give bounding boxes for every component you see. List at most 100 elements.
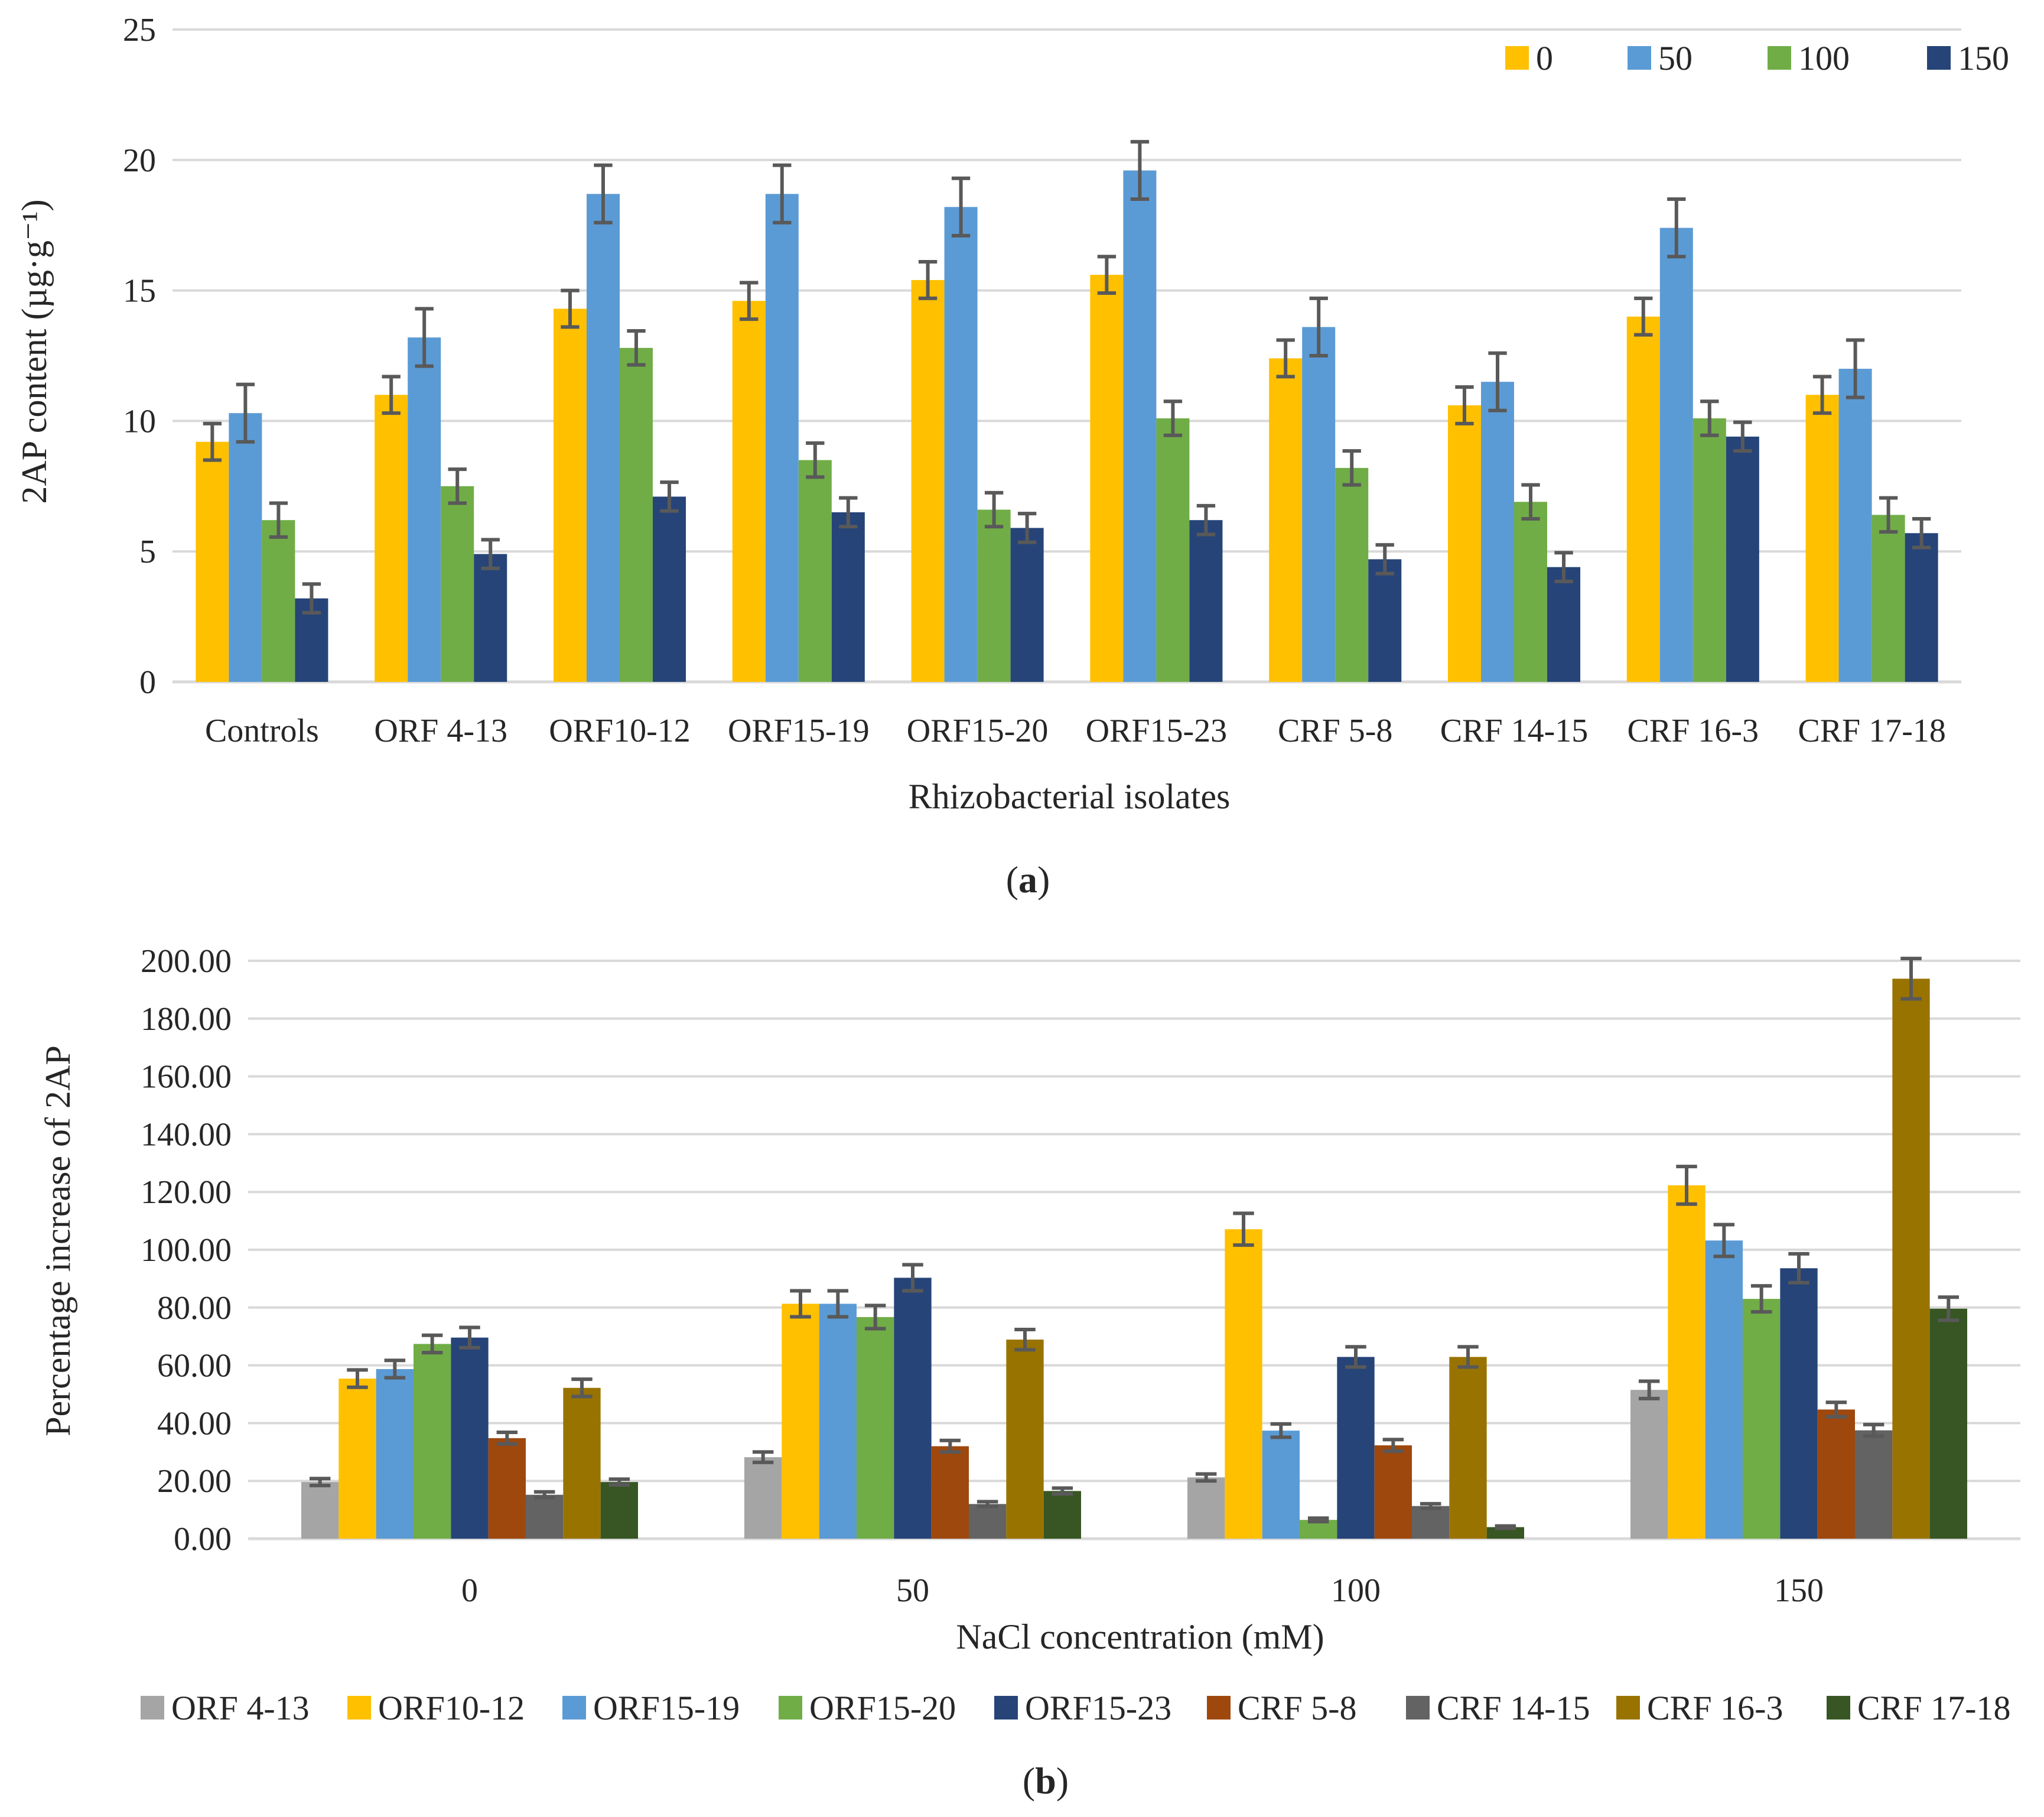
y-tick-label: 100.00: [141, 1232, 232, 1269]
error-bar: [839, 496, 858, 529]
bar-crf-16-3-50: [1006, 1340, 1044, 1539]
legend-swatch: [1505, 46, 1529, 70]
error-bar: [269, 501, 288, 539]
bar-orf10-12-50: [782, 1304, 819, 1539]
error-bar: [1812, 375, 1832, 415]
error-bars: [203, 139, 1931, 615]
bar-orf15-19-150: [1705, 1240, 1743, 1539]
legend: 0 50 100 150: [1505, 39, 2009, 77]
x-tick-label: 100: [1331, 1572, 1381, 1609]
error-bar: [1195, 1472, 1217, 1483]
bar-150-crf-16-3: [1726, 436, 1759, 682]
y-tick-labels: 0.00 20.00 40.00 60.00 80.00 100.00 120.00 140.…: [141, 943, 232, 1558]
y-tick-label: 120.00: [141, 1174, 232, 1211]
legend-item: CRF 16-3: [1616, 1689, 1783, 1727]
legend-label: ORF15-19: [593, 1689, 740, 1727]
bar-50-orf-4-13: [408, 337, 441, 682]
bar-0-crf-17-18: [1805, 395, 1839, 682]
error-bar: [984, 490, 1004, 529]
x-axis-title: NaCl concentration (mM): [956, 1617, 1324, 1656]
bar-100-orf15-20: [977, 509, 1011, 682]
legend-swatch: [1207, 1696, 1231, 1720]
error-bar: [415, 307, 434, 368]
bar-150-orf10-12: [653, 496, 686, 682]
error-bar: [939, 1438, 961, 1454]
legend-item: ORF15-23: [994, 1689, 1171, 1727]
error-bar: [1638, 1379, 1660, 1400]
bar-orf10-12-150: [1668, 1185, 1705, 1539]
error-bar: [740, 281, 759, 321]
bar-50-crf-5-8: [1302, 327, 1336, 682]
x-tick-label: CRF 14-15: [1440, 713, 1589, 749]
bar-100-orf15-23: [1156, 418, 1190, 682]
bar-0-controls: [196, 441, 229, 682]
bar-50-orf15-19: [765, 194, 799, 682]
bar-50-orf15-23: [1123, 170, 1157, 682]
y-tick-label: 40.00: [157, 1405, 232, 1442]
legend-swatch: [1616, 1696, 1640, 1720]
bar-orf-4-13-50: [744, 1457, 782, 1539]
error-bar: [951, 176, 971, 238]
y-tick-label: 80.00: [157, 1290, 232, 1327]
error-bar: [302, 582, 321, 615]
bar-50-crf-17-18: [1838, 369, 1872, 682]
bar-orf10-12-100: [1225, 1229, 1262, 1539]
bar-100-crf-14-15: [1514, 502, 1548, 682]
legend-item: CRF 14-15: [1406, 1689, 1590, 1727]
error-bar: [790, 1289, 811, 1319]
x-tick-label: CRF 16-3: [1628, 713, 1759, 749]
y-axis-title: Percentage increase of 2AP: [38, 1045, 77, 1436]
y-tick-label: 25: [123, 12, 156, 48]
bar-0-crf-16-3: [1626, 316, 1660, 682]
error-bar: [1375, 543, 1394, 576]
error-bar: [481, 538, 500, 570]
y-tick-label: 10: [123, 403, 156, 440]
panel-label-b: (b): [1023, 1760, 1069, 1802]
bar-crf-17-18-150: [1929, 1308, 1967, 1539]
error-bar: [384, 1358, 406, 1380]
error-bar: [561, 288, 580, 329]
error-bar: [1938, 1295, 1960, 1322]
legend-swatch: [1927, 46, 1951, 70]
error-bar: [1846, 338, 1865, 399]
bar-orf15-19-0: [376, 1369, 414, 1539]
error-bar: [660, 480, 679, 513]
x-tick-label: 0: [461, 1572, 478, 1609]
bar-crf-16-3-100: [1449, 1357, 1487, 1539]
y-tick-label: 180.00: [141, 1001, 232, 1038]
error-bar: [533, 1490, 555, 1500]
bar-100-crf-16-3: [1693, 418, 1726, 682]
error-bar: [1488, 351, 1507, 412]
legend-swatch: [562, 1696, 586, 1720]
y-tick-labels: 0 5 10 15 20 25: [123, 12, 156, 701]
legend-item: 150: [1927, 39, 2009, 77]
y-tick-label: 60.00: [157, 1348, 232, 1384]
error-bars: [309, 957, 1960, 1530]
error-bar: [773, 163, 792, 225]
legend-label: CRF 14-15: [1437, 1689, 1590, 1727]
bar-crf-14-15-0: [526, 1494, 564, 1539]
error-bar: [1307, 1516, 1329, 1524]
error-bar: [627, 329, 646, 367]
chart-panel-b: 0.00 20.00 40.00 60.00 80.00 100.00 120.00 140.…: [38, 943, 2020, 1802]
y-tick-label: 20.00: [157, 1463, 232, 1500]
bar-crf-14-15-150: [1855, 1430, 1893, 1539]
bar-0-orf15-19: [732, 301, 766, 682]
legend-item: 0: [1505, 39, 1553, 77]
panel-label-a: (a): [1006, 859, 1050, 901]
error-bar: [1554, 551, 1573, 583]
x-tick-label: 150: [1774, 1572, 1824, 1609]
error-bar: [1097, 255, 1117, 295]
x-tick-label: ORF10-12: [549, 713, 691, 749]
y-tick-label: 200.00: [141, 943, 232, 980]
x-tick-label: 50: [896, 1572, 929, 1609]
bar-orf15-23-150: [1780, 1268, 1818, 1539]
bar-orf-4-13-0: [301, 1482, 339, 1539]
error-bar: [236, 382, 255, 444]
error-bar: [1495, 1524, 1516, 1530]
bar-0-orf-4-13: [375, 395, 408, 682]
bar-crf-5-8-50: [931, 1446, 969, 1539]
legend-label: 0: [1536, 39, 1553, 77]
bar-orf-4-13-100: [1187, 1477, 1225, 1539]
